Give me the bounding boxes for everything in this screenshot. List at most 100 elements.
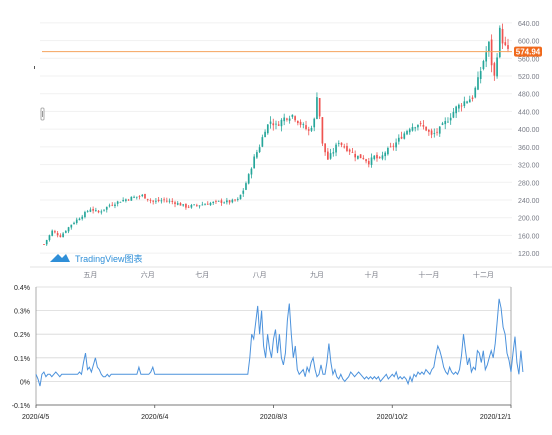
candle bbox=[299, 119, 302, 128]
candle bbox=[455, 105, 457, 118]
candle bbox=[196, 203, 198, 207]
y-tick-label: 520.00 bbox=[518, 74, 540, 81]
x-tick-label: 2020/4/5 bbox=[22, 414, 49, 421]
price-axis: 120.00 160.00 200.00 240.00 280.00 320.00 360.… bbox=[518, 21, 540, 258]
candle bbox=[97, 209, 100, 214]
candle bbox=[111, 202, 114, 207]
candle bbox=[277, 121, 280, 127]
candle bbox=[463, 96, 466, 109]
y-tick-label: 320.00 bbox=[518, 163, 540, 170]
x-tick-label: 2020/6/4 bbox=[141, 414, 168, 421]
candle bbox=[482, 59, 485, 71]
candle bbox=[100, 209, 103, 215]
candle bbox=[264, 129, 266, 138]
candle bbox=[261, 134, 264, 148]
candle bbox=[193, 204, 195, 206]
y-tick-label: 240.00 bbox=[518, 198, 540, 205]
candle bbox=[400, 131, 403, 140]
candle bbox=[294, 115, 296, 123]
candle bbox=[378, 156, 381, 159]
candle bbox=[507, 38, 509, 53]
y-tick-label: 360.00 bbox=[518, 145, 540, 152]
x-tick-label: 十月 bbox=[365, 270, 379, 279]
candle bbox=[485, 46, 488, 68]
candle bbox=[296, 120, 299, 126]
y-tick-label: 0.3% bbox=[14, 309, 30, 316]
candle bbox=[135, 196, 138, 200]
candle bbox=[367, 157, 370, 168]
candle bbox=[406, 129, 408, 136]
candle bbox=[501, 23, 504, 50]
candle bbox=[433, 128, 436, 138]
candle bbox=[258, 144, 261, 154]
x-tick-label: 五月 bbox=[83, 271, 97, 279]
candle bbox=[95, 207, 97, 212]
y-tick-label: 400.00 bbox=[518, 127, 540, 134]
candle bbox=[337, 140, 340, 147]
candle bbox=[223, 201, 225, 204]
candle bbox=[220, 198, 223, 206]
candle bbox=[354, 150, 356, 162]
candle bbox=[389, 142, 392, 148]
candle bbox=[397, 134, 400, 145]
y-tick-label: 600.00 bbox=[518, 39, 540, 46]
candle bbox=[253, 154, 256, 169]
x-tick-label: 十二月 bbox=[473, 270, 494, 279]
candle bbox=[236, 197, 239, 202]
y-tick-label: 160.00 bbox=[518, 233, 540, 240]
candle bbox=[488, 41, 490, 57]
candle bbox=[174, 200, 176, 208]
candle bbox=[179, 202, 182, 206]
candle bbox=[447, 117, 449, 123]
candle bbox=[414, 126, 417, 132]
candle bbox=[291, 114, 294, 119]
candle bbox=[67, 226, 70, 234]
candle bbox=[70, 224, 73, 230]
candle bbox=[108, 203, 111, 208]
y-tick-label: 0.2% bbox=[14, 332, 30, 339]
candle bbox=[73, 221, 75, 225]
candle bbox=[305, 120, 307, 131]
candle bbox=[332, 148, 335, 157]
candle bbox=[373, 155, 376, 161]
last-price-label: 574.94 bbox=[516, 48, 541, 57]
candle bbox=[64, 230, 67, 234]
candle bbox=[242, 188, 245, 197]
candle bbox=[468, 95, 471, 103]
candle bbox=[460, 102, 463, 112]
candle bbox=[250, 167, 253, 179]
candle bbox=[474, 86, 477, 99]
candle bbox=[327, 148, 329, 160]
x-tick-label: 八月 bbox=[253, 271, 267, 279]
candle bbox=[438, 126, 441, 137]
candle bbox=[444, 117, 447, 130]
candle bbox=[395, 138, 397, 151]
candle bbox=[105, 206, 108, 213]
date-axis: 2020/4/5 2020/6/4 2020/8/3 2020/10/2 2020/12… bbox=[22, 405, 512, 421]
candle bbox=[234, 199, 236, 202]
candle bbox=[335, 142, 337, 157]
candle bbox=[198, 205, 201, 209]
candle bbox=[329, 148, 332, 160]
candle bbox=[201, 201, 204, 206]
candle bbox=[185, 203, 187, 210]
candle bbox=[313, 117, 316, 132]
candle bbox=[247, 173, 250, 185]
candle bbox=[422, 120, 425, 130]
candle bbox=[479, 66, 482, 84]
candle bbox=[245, 181, 247, 191]
candle bbox=[428, 128, 430, 136]
candle bbox=[417, 124, 419, 131]
tradingview-watermark: TradingView图表 bbox=[50, 253, 143, 264]
candle bbox=[340, 142, 343, 148]
line-chart: -0.1% 0% 0.1% 0.2% 0.3% 0.4% 2020/4/5 2020/6/4… bbox=[12, 285, 524, 421]
candle bbox=[155, 197, 157, 204]
candle bbox=[103, 209, 105, 212]
candle bbox=[78, 217, 81, 221]
candle bbox=[75, 217, 78, 225]
y-tick-label: 560.00 bbox=[518, 56, 540, 63]
percent-axis: -0.1% 0% 0.1% 0.2% 0.3% 0.4% bbox=[12, 285, 30, 410]
y-tick-label: 0.4% bbox=[14, 285, 30, 292]
candle bbox=[144, 193, 146, 199]
candle bbox=[376, 152, 378, 162]
